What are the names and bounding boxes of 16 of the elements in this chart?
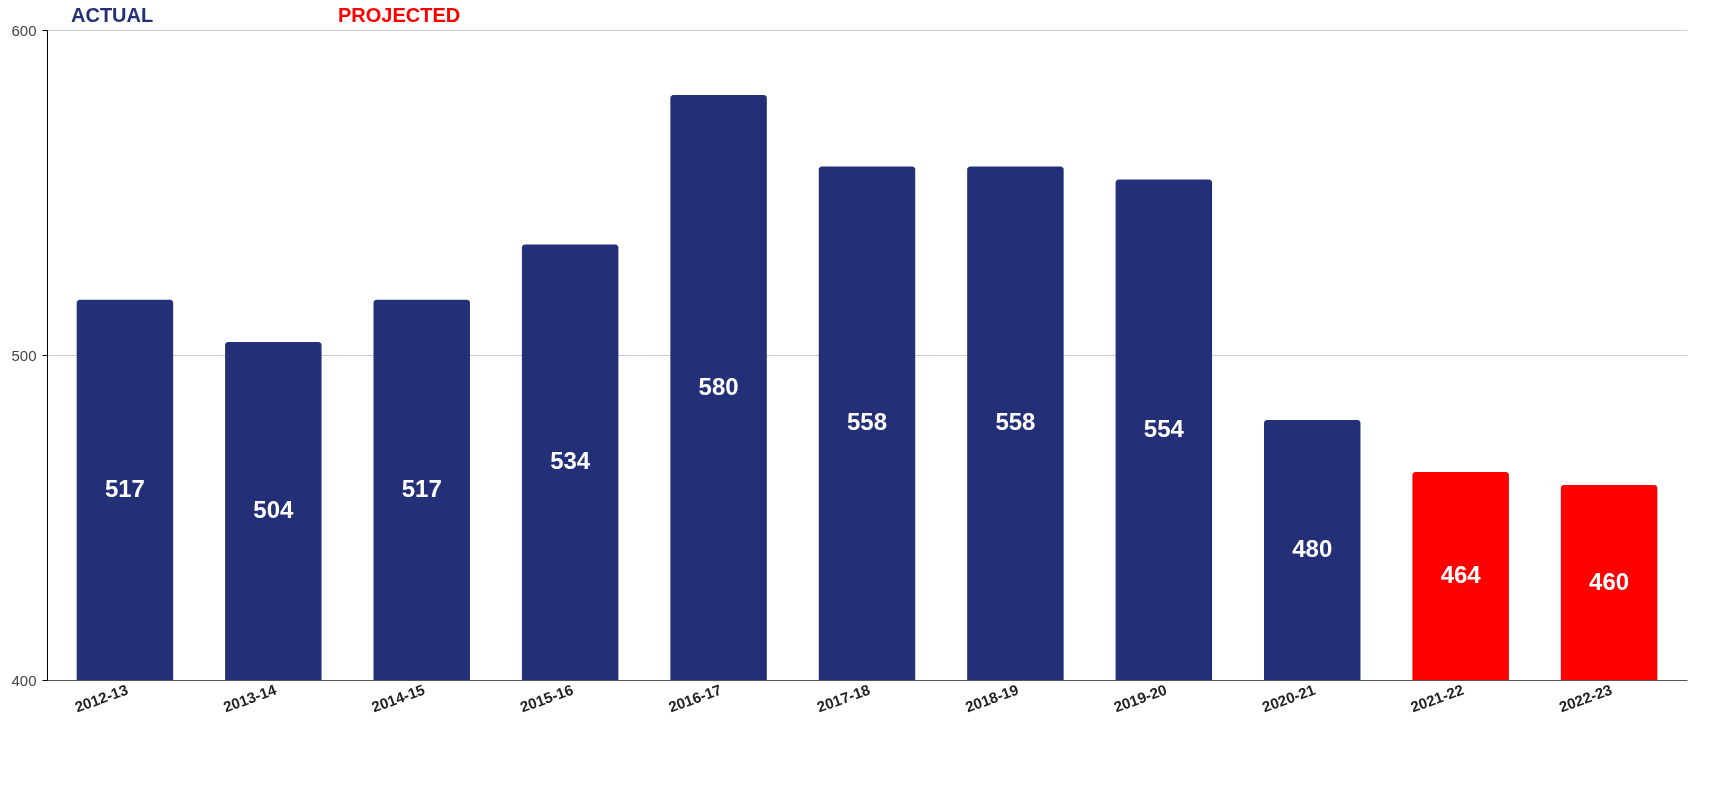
data-label: 517 bbox=[401, 474, 442, 502]
text: PROJECTED bbox=[338, 4, 461, 26]
data-label: 464 bbox=[1440, 561, 1482, 588]
data-label: 558 bbox=[995, 408, 1036, 436]
y-tick-label: 400 bbox=[11, 671, 37, 689]
data-label: 580 bbox=[698, 372, 739, 400]
data-label: 504 bbox=[253, 496, 295, 523]
data-label: 460 bbox=[1589, 567, 1630, 595]
data-label: 517 bbox=[104, 474, 145, 502]
data-label: 534 bbox=[550, 447, 591, 475]
y-tick-label: 500 bbox=[11, 346, 37, 364]
text: ACTUAL bbox=[71, 4, 154, 26]
y-tick-label: 600 bbox=[11, 21, 37, 39]
data-label: 554 bbox=[1143, 414, 1185, 442]
data-label: 480 bbox=[1292, 535, 1333, 562]
data-label: 558 bbox=[846, 408, 888, 436]
